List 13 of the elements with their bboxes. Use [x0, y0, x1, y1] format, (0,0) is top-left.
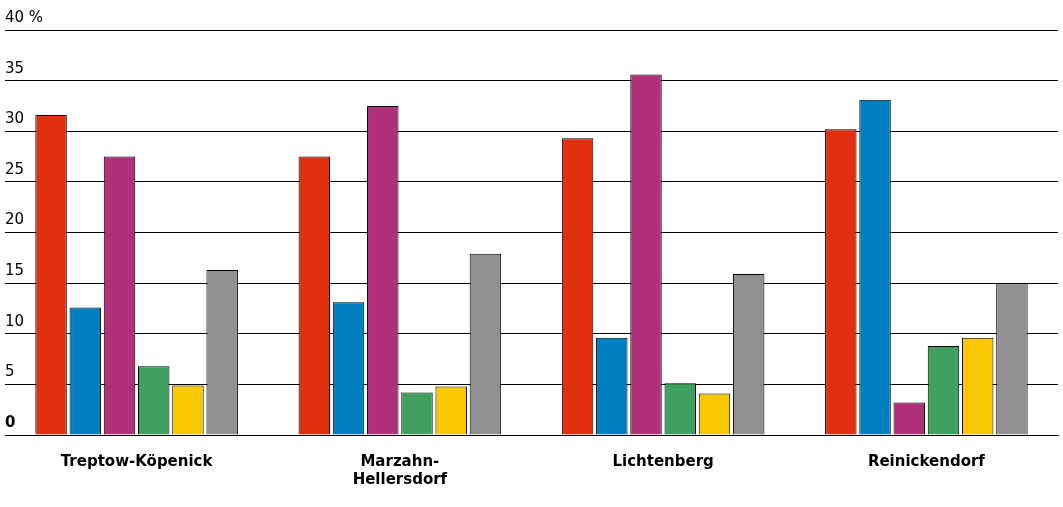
y-tick-label: 25: [5, 159, 25, 178]
y-tick-label: 10: [5, 311, 25, 330]
y-tick-label: 40 %: [5, 7, 44, 26]
x-tick-label: Reinickendorf: [867, 451, 986, 470]
x-tick-label: Marzahn- Hellersdorf: [352, 451, 448, 488]
x-tick-label: Treptow-Köpenick: [60, 451, 214, 470]
y-tick-label: 5: [5, 362, 15, 381]
y-tick-label: 0: [5, 412, 16, 431]
y-tick-label: 35: [5, 58, 25, 77]
y-tick-label: 30: [5, 109, 25, 128]
x-tick-label: Lichtenberg: [612, 451, 714, 470]
y-tick-label: 20: [5, 210, 25, 229]
y-tick-label: 15: [5, 261, 25, 280]
